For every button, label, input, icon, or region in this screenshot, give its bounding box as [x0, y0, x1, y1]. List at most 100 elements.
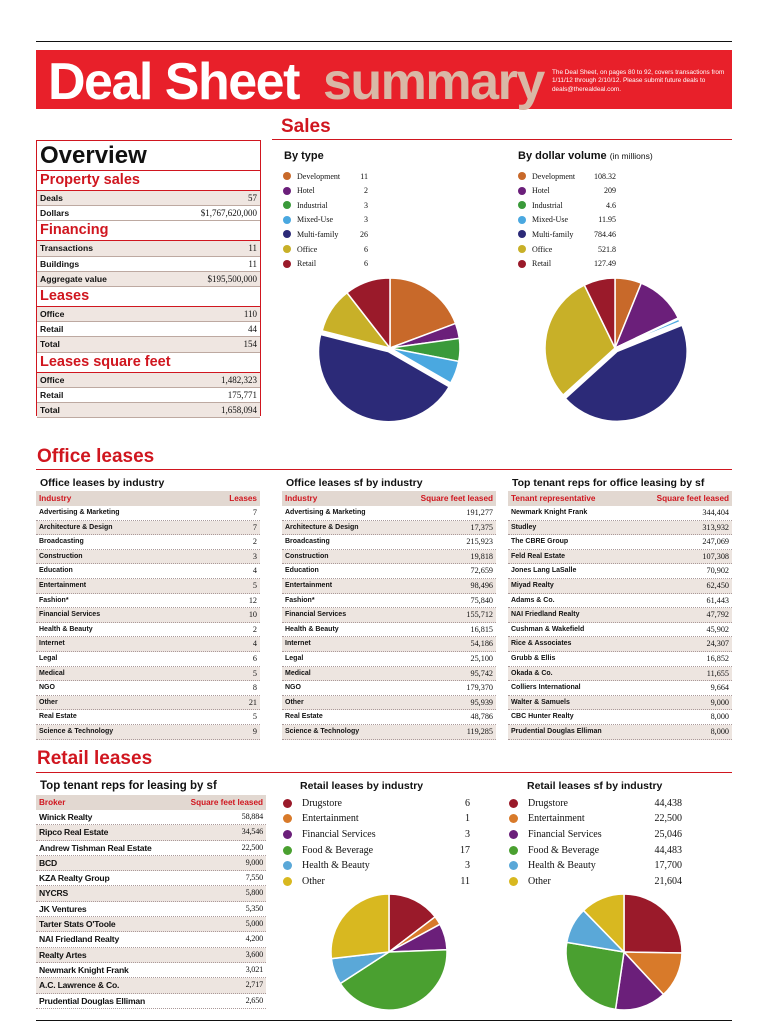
row-value: 10	[248, 610, 257, 620]
legend-value: 127.49	[594, 259, 616, 269]
row-value: 107,308	[702, 551, 729, 561]
legend-swatch	[509, 798, 518, 808]
row-label: KZA Realty Group	[39, 873, 110, 884]
legend-label: Retail	[297, 259, 317, 269]
header-banner	[36, 50, 732, 109]
legend-swatch	[509, 877, 518, 886]
column-header: Leases	[229, 494, 257, 503]
pie-slice-financial-services	[614, 950, 665, 1011]
row-label: Science & Technology	[39, 727, 114, 735]
table-row: Cushman & Wakefield 45,902	[508, 622, 732, 638]
legend-label: Retail	[532, 259, 552, 269]
legend-item: Development 108.32	[518, 170, 616, 182]
legend-item: Mixed-Use 3	[283, 214, 368, 226]
overview-row: Retail 175,771	[37, 387, 260, 403]
table-row: Legal 25,100	[282, 651, 496, 667]
overview-row-value: 1,658,094	[221, 404, 257, 415]
legend-item: Retail 127.49	[518, 258, 616, 270]
table-row: Financial Services 155,712	[282, 608, 496, 623]
row-value: 2,650	[245, 995, 264, 1005]
table-row: Tarter Stats O'Toole 5,000	[36, 917, 266, 933]
table-row: Advertising & Marketing 191,277	[282, 506, 496, 521]
legend-swatch	[283, 186, 291, 195]
row-value: 47,792	[706, 610, 729, 620]
row-label: Health & Beauty	[39, 625, 93, 633]
legend-label: Food & Beverage	[302, 844, 374, 856]
table-row: The CBRE Group 247,069	[508, 535, 732, 550]
legend-swatch	[518, 215, 526, 224]
pie-slice-mixed-use	[614, 318, 681, 349]
column-header: Square feet leased	[190, 798, 263, 807]
legend-label: Multi-family	[532, 229, 574, 239]
row-label: Broadcasting	[39, 538, 84, 546]
overview-row-value: 11	[248, 258, 257, 269]
legend-swatch	[518, 186, 526, 195]
table-row: Andrew Tishman Real Estate 22,500	[36, 840, 266, 856]
brokers-table: Broker Square feet leased Winick Realty 58,…	[36, 795, 266, 1009]
legend-swatch	[518, 230, 526, 239]
overview-row-value: $195,500,000	[207, 273, 258, 284]
office-sf-title: Office leases sf by industry	[286, 477, 423, 489]
overview-row: Transactions 11	[37, 241, 260, 257]
legend-item: Food & Beverage 44,483	[509, 843, 682, 857]
legend-value: 209	[604, 186, 616, 196]
row-value: 34,546	[241, 827, 264, 837]
table-row: Education 72,659	[282, 564, 496, 579]
table-row: Broadcasting 215,923	[282, 535, 496, 550]
overview-section-heading: Leases square feet	[37, 353, 260, 373]
row-value: 7	[252, 522, 257, 532]
row-value: 72,659	[470, 566, 493, 576]
table-row: Education 4	[36, 564, 260, 579]
row-label: Real Estate	[39, 713, 77, 721]
column-header: Industry	[285, 494, 318, 503]
row-label: Feld Real Estate	[511, 552, 566, 560]
row-value: 3,021	[245, 964, 264, 974]
table-row: A.C. Lawrence & Co. 2,717	[36, 978, 266, 994]
overview-title: Overview	[37, 141, 260, 171]
row-value: 191,277	[466, 508, 493, 517]
legend-item: Drugstore 6	[283, 796, 470, 810]
row-value: 58,884	[241, 812, 264, 821]
overview-section-heading: Property sales	[37, 171, 260, 191]
row-label: Construction	[285, 552, 329, 560]
row-label: Miyad Realty	[511, 581, 554, 589]
retail-rule	[36, 772, 732, 773]
table-row: Internet 54,186	[282, 637, 496, 652]
table-row: Colliers International 9,664	[508, 681, 732, 696]
table-row: Medical 95,742	[282, 666, 496, 682]
legend-item: Multi-family 26	[283, 228, 368, 240]
row-label: Entertainment	[39, 581, 87, 589]
row-value: 5	[252, 668, 257, 678]
row-label: CBC Hunter Realty	[511, 713, 574, 721]
legend-item: Development 11	[283, 170, 368, 182]
legend-label: Other	[528, 876, 551, 887]
row-value: 17,375	[470, 522, 493, 532]
row-label: NYCRS	[39, 888, 69, 899]
legend-swatch	[518, 172, 526, 180]
legend-item: Hotel 2	[283, 185, 368, 197]
table-row: Fashion* 12	[36, 593, 260, 609]
table-row: NGO 179,370	[282, 681, 496, 696]
table-row: Ripco Real Estate 34,546	[36, 825, 266, 841]
sales-heading: Sales	[281, 116, 331, 137]
table-row: Broadcasting 2	[36, 535, 260, 550]
legend-swatch	[283, 798, 292, 808]
legend-label: Industrial	[532, 200, 563, 210]
table-row: Miyad Realty 62,450	[508, 578, 732, 594]
row-value: 9,000	[710, 697, 729, 707]
by-type-title: By type	[284, 150, 324, 162]
table-row: NAI Friedland Realty 47,792	[508, 608, 732, 623]
overview-row-value: 11	[248, 243, 257, 254]
overview-row-label: Transactions	[40, 243, 94, 254]
legend-item: Financial Services 3	[283, 827, 470, 841]
row-label: NGO	[39, 684, 55, 692]
row-label: Ripco Real Estate	[39, 827, 109, 838]
overview-row-value: 44	[248, 324, 257, 335]
legend-value: 6	[364, 244, 368, 254]
pie-slice-drugstore	[388, 893, 437, 954]
legend-item: Industrial 4.6	[518, 199, 616, 211]
table-row: Other 21	[36, 695, 260, 711]
row-label: Realty Artes	[39, 949, 87, 960]
row-value: 7,550	[245, 873, 264, 883]
legend-label: Other	[302, 876, 325, 887]
